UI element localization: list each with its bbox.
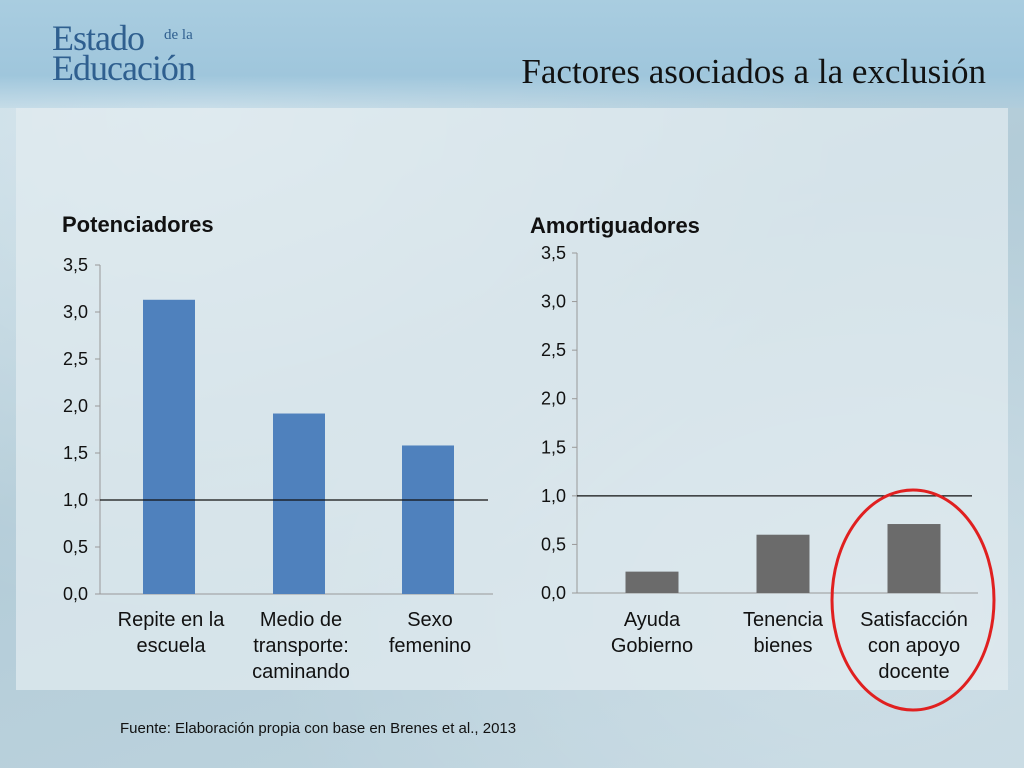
y-tick-label: 0,0	[63, 584, 88, 604]
bar-1-3	[402, 445, 454, 594]
y-tick-label: 2,0	[63, 396, 88, 416]
logo-line-educacion: Educación	[52, 48, 196, 88]
y-tick-label: 1,5	[63, 443, 88, 463]
bar-1-1	[143, 299, 195, 594]
y-tick-label: 3,5	[63, 255, 88, 275]
chart-title-2: Amortiguadores	[530, 213, 700, 238]
source-note: Fuente: Elaboración propia con base en B…	[120, 720, 517, 737]
bar-1-2	[273, 413, 325, 594]
bar-2-3	[887, 524, 941, 593]
highlight-circle	[830, 488, 996, 712]
category-label: femenino	[389, 635, 471, 657]
category-label: Medio de	[260, 609, 342, 631]
y-tick-label: 0,5	[541, 534, 566, 554]
y-tick-label: 2,0	[541, 389, 566, 409]
category-label: escuela	[137, 635, 207, 657]
category-label: docente	[878, 661, 949, 683]
y-tick-label: 1,0	[541, 486, 566, 506]
category-label: caminando	[252, 661, 350, 683]
estado-educacion-logo: Estado de la Educación	[52, 20, 252, 90]
category-label: bienes	[754, 635, 813, 657]
logo-line-estado: Estado	[52, 18, 145, 58]
bar-2-2	[756, 534, 810, 593]
y-tick-label: 2,5	[63, 349, 88, 369]
y-tick-label: 1,0	[63, 490, 88, 510]
slide-title: Factores asociados a la exclusión	[521, 52, 986, 91]
y-tick-label: 2,5	[541, 340, 566, 360]
category-label: Repite en la	[118, 609, 226, 631]
y-tick-label: 3,0	[541, 292, 566, 312]
category-label: Ayuda	[624, 609, 681, 631]
category-label: Sexo	[407, 609, 453, 631]
y-tick-label: 0,5	[63, 537, 88, 557]
y-tick-label: 0,0	[541, 583, 566, 603]
category-label: transporte:	[253, 635, 349, 657]
category-label: Gobierno	[611, 635, 693, 657]
logo-line-de-la: de la	[164, 27, 193, 43]
y-tick-label: 1,5	[541, 437, 566, 457]
y-tick-label: 3,5	[541, 243, 566, 263]
y-tick-label: 3,0	[63, 302, 88, 322]
category-label: Satisfacción	[860, 609, 968, 631]
chart-title-1: Potenciadores	[62, 212, 214, 237]
category-label: con apoyo	[868, 635, 960, 657]
category-label: Tenencia	[743, 609, 824, 631]
header-band	[0, 0, 1024, 108]
bar-2-1	[625, 571, 679, 593]
